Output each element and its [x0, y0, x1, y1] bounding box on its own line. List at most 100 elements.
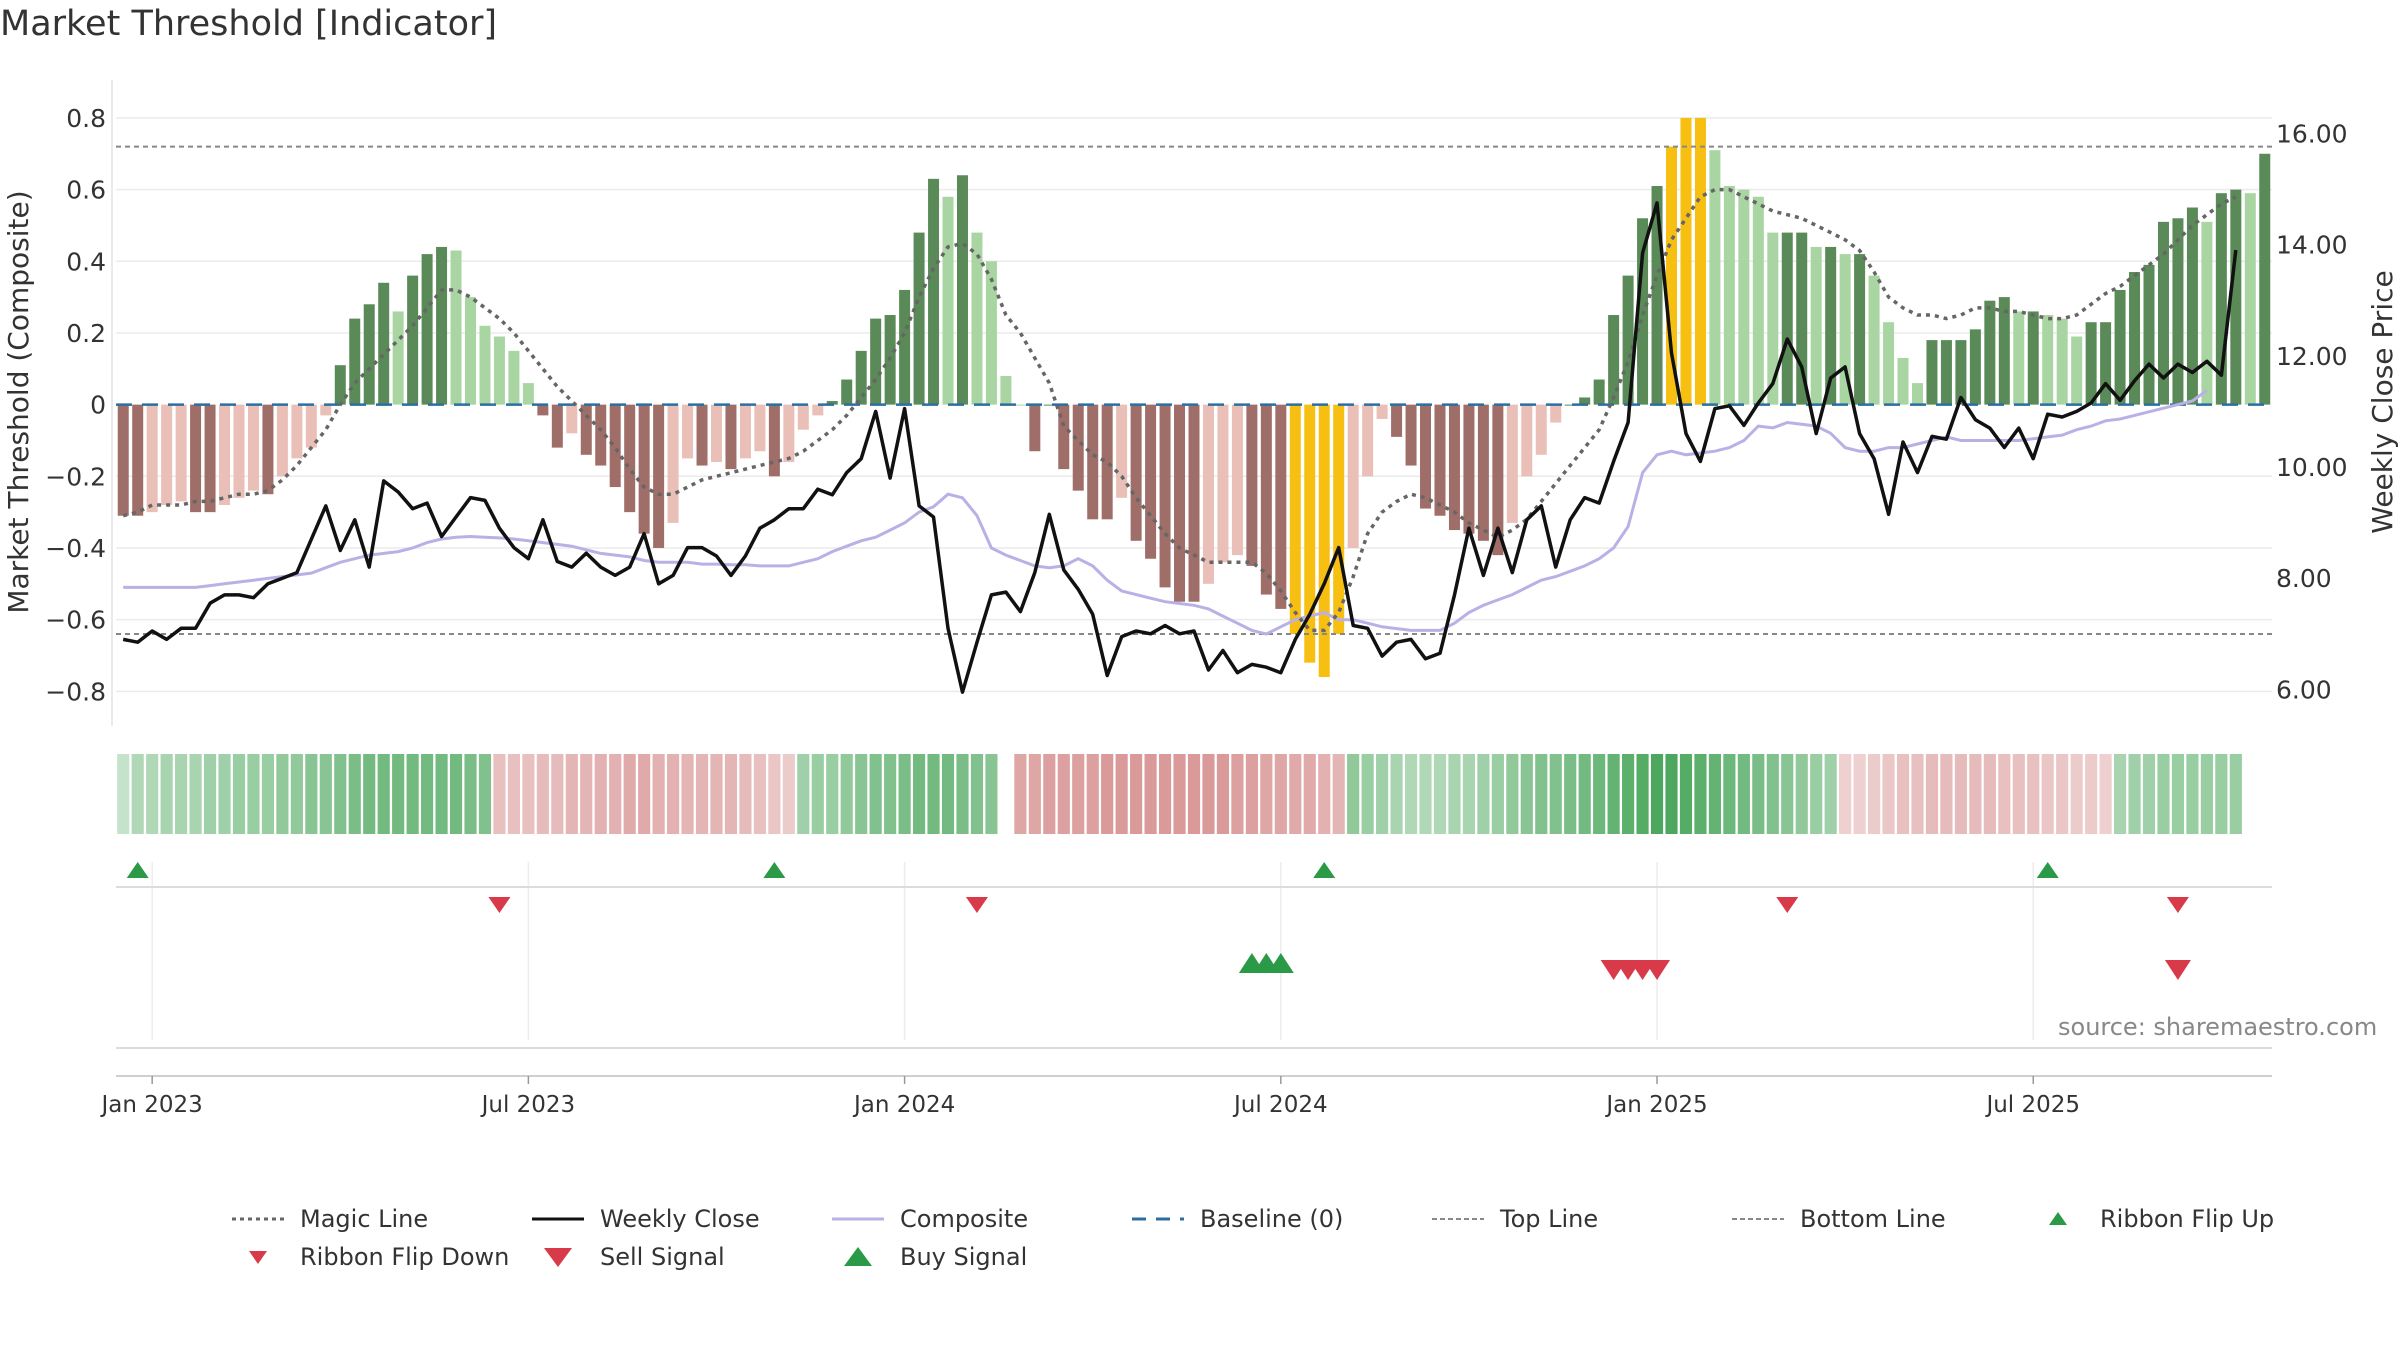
ribbon-cell — [681, 754, 694, 834]
composite-bar — [465, 297, 477, 405]
composite-bar — [1434, 404, 1446, 516]
composite-bar — [1883, 322, 1895, 405]
ribbon-cell — [1679, 754, 1693, 834]
ribbon-flip-down-marker — [1776, 897, 1799, 913]
legend-swatch — [1432, 1218, 1484, 1220]
ribbon-cell — [2099, 754, 2112, 834]
composite-bar — [1723, 186, 1735, 405]
chart-title: Market Threshold [Indicator] — [0, 4, 498, 44]
ribbon-cell — [189, 754, 202, 834]
composite-bar — [797, 404, 809, 430]
ribbon-cell — [2200, 754, 2213, 834]
composite-bar — [2143, 264, 2155, 405]
composite-bar — [870, 318, 882, 405]
ribbon-cell — [392, 754, 405, 834]
composite-bar — [1029, 404, 1041, 452]
composite-bar — [1260, 404, 1272, 595]
ribbon-flip-up-marker — [2036, 862, 2059, 878]
ribbon-cell — [522, 754, 535, 834]
ribbon-cell — [305, 754, 318, 834]
ribbon-cell — [2128, 754, 2141, 834]
composite-bar — [1767, 232, 1779, 405]
ribbon-cell — [912, 754, 926, 834]
ribbon-cell — [1578, 754, 1591, 834]
composite-bar — [2129, 272, 2141, 405]
composite-bar — [1579, 397, 1591, 405]
ribbon-cell — [218, 754, 231, 834]
ribbon-cell — [160, 754, 173, 834]
composite-bar — [1608, 315, 1620, 405]
y-axis-label: Market Threshold (Composite) — [2, 190, 35, 613]
ribbon-flip-down-marker — [965, 897, 988, 913]
ribbon-cell — [131, 754, 144, 834]
composite-bar — [768, 404, 780, 477]
composite-bar — [696, 404, 708, 466]
composite-bar — [566, 404, 578, 434]
composite-bar — [1911, 383, 1923, 405]
composite-bar — [1955, 340, 1967, 405]
composite-bar — [1101, 404, 1113, 520]
composite-bar — [479, 325, 491, 405]
ribbon-cell — [1231, 754, 1244, 834]
ribbon-cell — [1694, 754, 1707, 834]
ribbon-cell — [1303, 754, 1316, 834]
ribbon-cell — [1289, 754, 1302, 834]
y2-tick-label: 16.00 — [2276, 119, 2348, 148]
composite-bar — [1825, 246, 1837, 405]
composite-bar — [1666, 146, 1678, 405]
ribbon-cell — [927, 754, 940, 834]
composite-bar — [1984, 300, 1996, 405]
ribbon-cell — [2229, 754, 2242, 834]
ribbon-cell — [1549, 754, 1562, 834]
composite-bar — [1376, 404, 1388, 419]
ribbon-cell — [1072, 754, 1085, 834]
ribbon-cell — [594, 754, 607, 834]
ribbon-cell — [421, 754, 434, 834]
composite-bar — [1159, 404, 1171, 588]
legend: Magic Line Weekly Close Composite Baseline … — [230, 1205, 2330, 1285]
composite-bar — [204, 404, 216, 513]
ribbon-flip-up-marker — [763, 862, 786, 878]
ribbon-cell — [1896, 754, 1910, 834]
ribbon-cell — [1491, 754, 1504, 834]
ribbon-cell — [507, 754, 520, 834]
ribbon-cell — [1187, 754, 1201, 834]
composite-bar — [1680, 117, 1692, 405]
composite-bar — [1463, 404, 1475, 534]
axes-layer: 0.8 0.6 0.4 0.2 0 −0.2 −0.4 −0.6 −0.8 16.00 14.00 1… — [45, 80, 2348, 726]
composite-bar — [2230, 189, 2242, 405]
source-credit: source: sharemaestro.com — [2058, 1013, 2378, 1041]
composite-bar — [1246, 404, 1258, 566]
composite-bar — [2186, 207, 2198, 405]
ribbon-cell — [985, 754, 998, 834]
ribbon-cell — [782, 754, 795, 834]
composite-bar — [971, 232, 983, 405]
composite-bar — [1550, 404, 1562, 423]
ribbon-cell — [2113, 754, 2127, 834]
ribbon-cell — [1332, 754, 1345, 834]
ribbon-cell — [638, 754, 651, 834]
ribbon-cell — [2027, 754, 2040, 834]
composite-bar — [407, 275, 419, 405]
composite-bar — [928, 178, 940, 405]
ribbon-cell — [1433, 754, 1447, 834]
composite-bar — [899, 289, 911, 405]
ribbon-flip-down-marker — [2166, 897, 2189, 913]
ribbon-cell — [1983, 754, 1996, 834]
x-tick-label: Jul 2025 — [1984, 1092, 2080, 1118]
ribbon-cell — [2142, 754, 2156, 834]
legend-item: Magic Line — [230, 1205, 428, 1233]
ribbon-cell — [1723, 754, 1736, 834]
composite-bar — [1521, 404, 1533, 477]
ribbon-cell — [1665, 754, 1678, 834]
ribbon-cell — [1144, 754, 1157, 834]
legend-swatch — [2049, 1212, 2067, 1225]
legend-item: Ribbon Flip Up — [2030, 1205, 2274, 1233]
y-tick-label: 0.8 — [66, 104, 106, 133]
composite-bar — [219, 404, 231, 505]
composite-bar — [1333, 404, 1345, 634]
ribbon-cell — [1998, 754, 2011, 834]
composite-bar — [1854, 254, 1866, 405]
composite-bar — [2042, 315, 2054, 405]
